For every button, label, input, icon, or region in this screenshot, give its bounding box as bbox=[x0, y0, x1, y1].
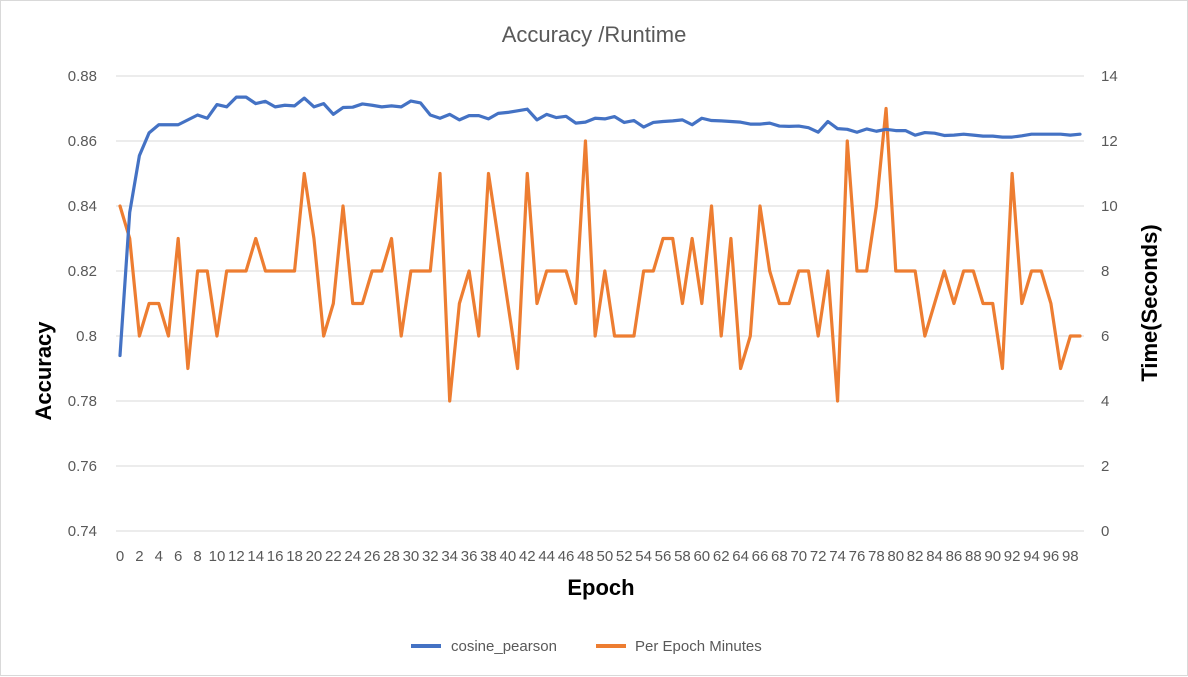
x-tick-label: 38 bbox=[480, 548, 497, 565]
x-tick-label: 0 bbox=[116, 548, 124, 565]
x-tick-label: 52 bbox=[616, 548, 633, 565]
x-tick-label: 44 bbox=[538, 548, 555, 565]
x-tick-label: 62 bbox=[713, 548, 730, 565]
y2-tick-label: 12 bbox=[1101, 133, 1118, 150]
x-tick-label: 80 bbox=[887, 548, 904, 565]
x-tick-label: 26 bbox=[364, 548, 381, 565]
series-line-cosine-pearson bbox=[118, 95, 1082, 358]
x-tick-label: 66 bbox=[752, 548, 769, 565]
x-tick-label: 42 bbox=[519, 548, 536, 565]
x-tick-label: 84 bbox=[926, 548, 943, 565]
x-tick-label: 36 bbox=[461, 548, 478, 565]
x-tick-label: 90 bbox=[984, 548, 1001, 565]
y-tick-label: 0.84 bbox=[68, 198, 97, 215]
y-axis-left: 0.88 0.86 0.84 0.82 0.8 0.78 0.76 0.74 bbox=[68, 68, 97, 540]
x-tick-label: 14 bbox=[247, 548, 264, 565]
x-tick-label: 88 bbox=[965, 548, 982, 565]
y2-tick-label: 8 bbox=[1101, 263, 1109, 280]
x-tick-label: 4 bbox=[155, 548, 163, 565]
x-tick-label: 64 bbox=[732, 548, 749, 565]
x-axis: 0 2 4 6 8 10 12 14 16 18 20 22 24 26 28 30 32 34 36 38 40 42 4… bbox=[116, 548, 1079, 565]
y-tick-label: 0.8 bbox=[76, 328, 97, 345]
y-tick-label: 0.76 bbox=[68, 458, 97, 475]
x-tick-label: 46 bbox=[558, 548, 575, 565]
y-tick-label: 0.82 bbox=[68, 263, 97, 280]
y2-tick-label: 4 bbox=[1101, 393, 1109, 410]
y-tick-label: 0.88 bbox=[68, 68, 97, 85]
x-tick-label: 8 bbox=[193, 548, 201, 565]
x-tick-label: 86 bbox=[946, 548, 963, 565]
x-tick-label: 96 bbox=[1043, 548, 1060, 565]
legend-label-per-epoch-minutes: Per Epoch Minutes bbox=[635, 638, 762, 655]
x-tick-label: 30 bbox=[403, 548, 420, 565]
x-tick-label: 98 bbox=[1062, 548, 1079, 565]
x-tick-label: 82 bbox=[907, 548, 924, 565]
x-tick-label: 56 bbox=[655, 548, 672, 565]
x-tick-label: 60 bbox=[693, 548, 710, 565]
y2-axis-title: Time(Seconds) bbox=[1137, 224, 1162, 381]
x-tick-label: 6 bbox=[174, 548, 182, 565]
chart-title: Accuracy /Runtime bbox=[502, 22, 687, 47]
y-tick-label: 0.86 bbox=[68, 133, 97, 150]
x-tick-label: 34 bbox=[441, 548, 458, 565]
y2-tick-label: 14 bbox=[1101, 68, 1118, 85]
y-tick-label: 0.78 bbox=[68, 393, 97, 410]
x-tick-label: 70 bbox=[790, 548, 807, 565]
x-tick-label: 74 bbox=[829, 548, 846, 565]
x-tick-label: 48 bbox=[577, 548, 594, 565]
x-tick-label: 72 bbox=[810, 548, 827, 565]
x-tick-label: 32 bbox=[422, 548, 439, 565]
y2-tick-label: 0 bbox=[1101, 523, 1109, 540]
series-line-per-epoch-minutes bbox=[118, 106, 1082, 403]
x-tick-label: 54 bbox=[635, 548, 652, 565]
x-tick-label: 12 bbox=[228, 548, 245, 565]
x-axis-title: Epoch bbox=[567, 575, 634, 600]
x-tick-label: 94 bbox=[1023, 548, 1040, 565]
y-axis-title: Accuracy bbox=[31, 321, 56, 421]
y-tick-label: 0.74 bbox=[68, 523, 97, 540]
x-tick-label: 22 bbox=[325, 548, 342, 565]
x-tick-label: 68 bbox=[771, 548, 788, 565]
x-tick-label: 78 bbox=[868, 548, 885, 565]
x-tick-label: 40 bbox=[500, 548, 517, 565]
x-tick-label: 10 bbox=[209, 548, 226, 565]
x-tick-label: 50 bbox=[597, 548, 614, 565]
y-axis-right: 14 12 10 8 6 4 2 0 bbox=[1101, 68, 1118, 540]
x-tick-label: 18 bbox=[286, 548, 303, 565]
y2-tick-label: 10 bbox=[1101, 198, 1118, 215]
x-tick-label: 92 bbox=[1004, 548, 1021, 565]
y2-tick-label: 2 bbox=[1101, 458, 1109, 475]
x-tick-label: 20 bbox=[306, 548, 323, 565]
x-tick-label: 2 bbox=[135, 548, 143, 565]
legend-label-cosine-pearson: cosine_pearson bbox=[451, 638, 557, 655]
x-tick-label: 24 bbox=[344, 548, 361, 565]
x-tick-label: 58 bbox=[674, 548, 691, 565]
x-tick-label: 28 bbox=[383, 548, 400, 565]
x-tick-label: 76 bbox=[849, 548, 866, 565]
y2-tick-label: 6 bbox=[1101, 328, 1109, 345]
plot-area bbox=[118, 95, 1082, 403]
x-tick-label: 16 bbox=[267, 548, 284, 565]
legend: cosine_pearson Per Epoch Minutes bbox=[411, 638, 762, 655]
